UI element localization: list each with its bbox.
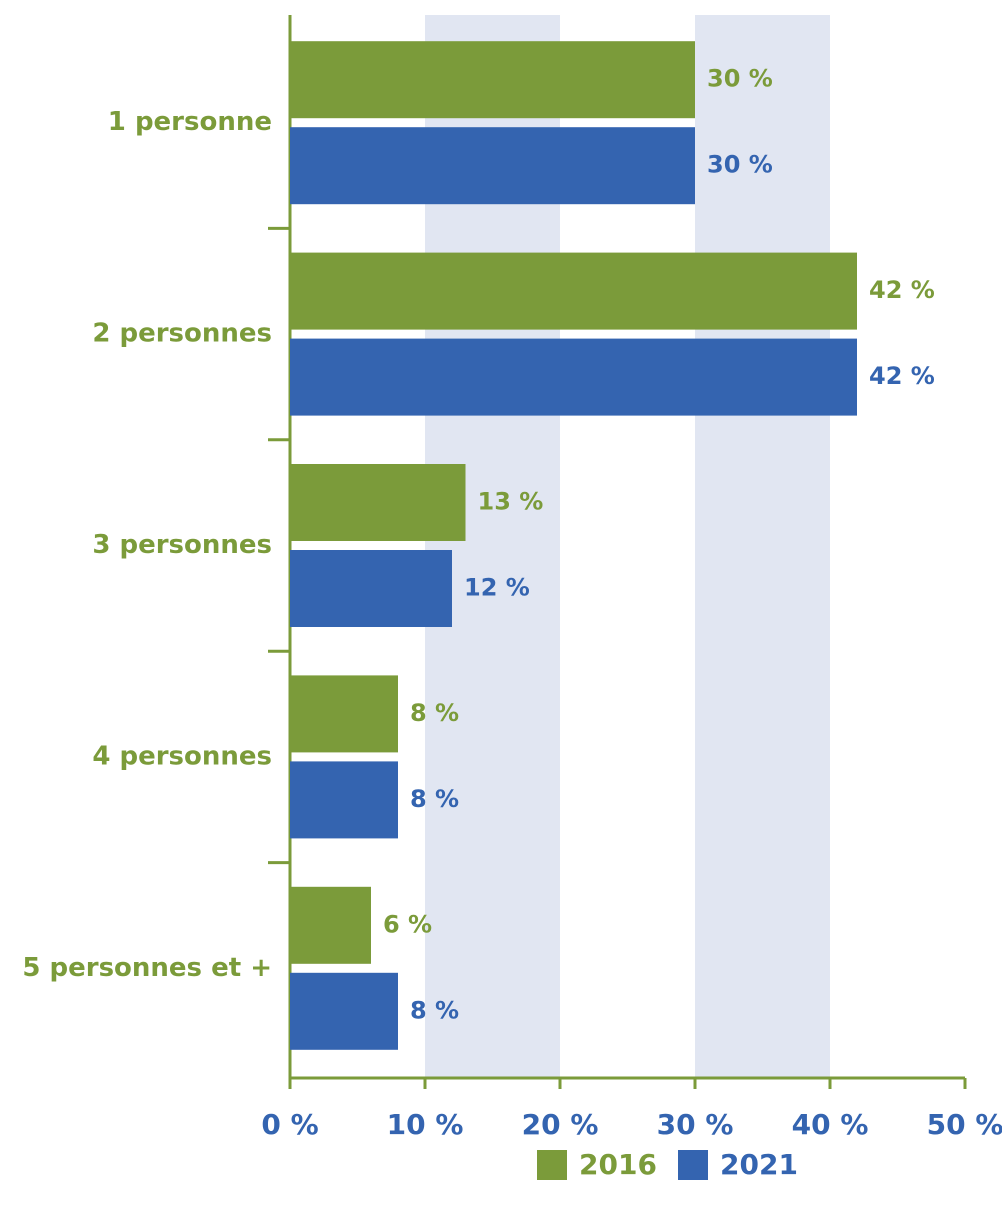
value-label: 30 %	[707, 65, 773, 93]
x-tick-label: 10 %	[387, 1108, 464, 1141]
category-label: 3 personnes	[92, 530, 272, 560]
value-label: 8 %	[410, 996, 459, 1024]
x-tick-label: 20 %	[522, 1108, 599, 1141]
value-label: 8 %	[410, 699, 459, 727]
value-label: 12 %	[464, 574, 530, 602]
legend-swatch	[678, 1150, 708, 1180]
category-label: 5 personnes et +	[22, 953, 272, 983]
bar	[290, 338, 857, 416]
value-label: 30 %	[707, 151, 773, 179]
bar	[290, 761, 398, 839]
bar	[290, 886, 371, 964]
bar	[290, 550, 452, 627]
x-tick-label: 30 %	[657, 1108, 734, 1141]
bar	[290, 252, 857, 330]
value-label: 8 %	[410, 785, 459, 813]
band	[695, 15, 830, 1078]
x-tick-label: 0 %	[261, 1108, 318, 1141]
value-label: 42 %	[869, 362, 935, 390]
x-tick-label: 50 %	[927, 1108, 1002, 1141]
category-label: 1 personne	[108, 107, 272, 137]
legend-label: 2016	[579, 1148, 657, 1181]
value-label: 42 %	[869, 276, 935, 304]
value-label: 13 %	[478, 488, 544, 516]
bar	[290, 675, 398, 753]
category-label: 2 personnes	[92, 319, 272, 349]
bar	[290, 972, 398, 1050]
category-label: 4 personnes	[92, 741, 272, 771]
bar	[290, 41, 695, 119]
x-tick-label: 40 %	[792, 1108, 869, 1141]
bar	[290, 464, 466, 541]
value-label: 6 %	[383, 910, 432, 938]
bar	[290, 127, 695, 205]
legend-swatch	[537, 1150, 567, 1180]
legend-label: 2021	[720, 1148, 798, 1181]
